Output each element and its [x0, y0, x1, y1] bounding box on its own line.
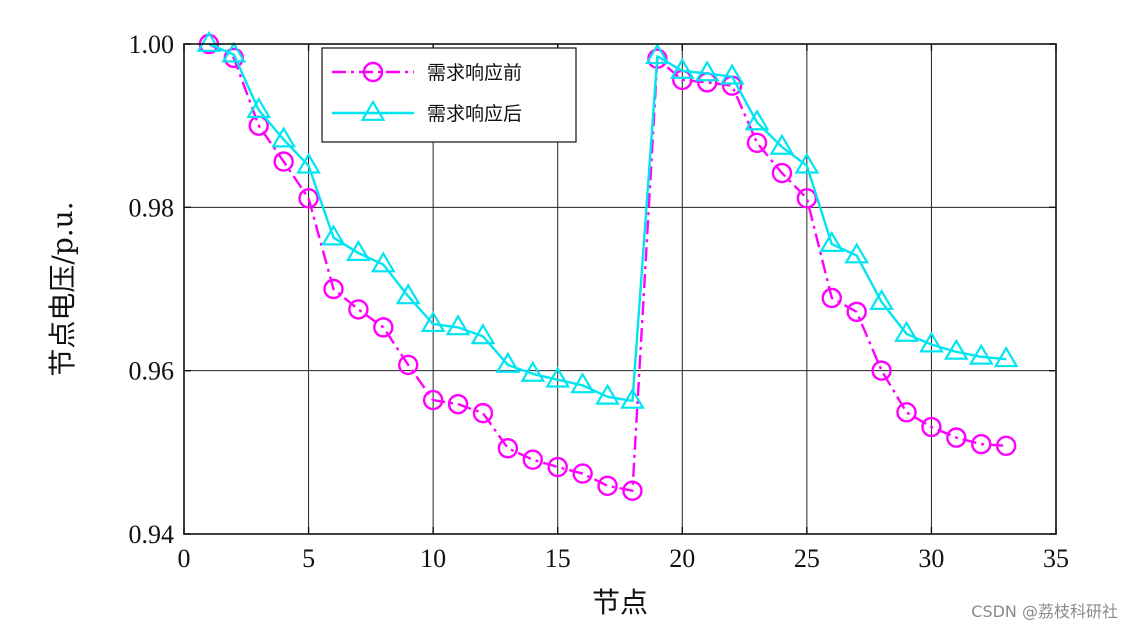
triangle-marker [844, 242, 870, 264]
legend-entries [332, 61, 414, 121]
legend-marker-before [362, 61, 384, 83]
triangle-marker [819, 230, 845, 253]
circle-marker [597, 475, 618, 497]
plot-frame [183, 43, 1057, 535]
circle-marker [547, 456, 568, 478]
triangle-marker [296, 152, 321, 174]
circle-marker [796, 188, 818, 209]
y-tick-label: 1.00 [129, 30, 175, 59]
triangle-marker [570, 372, 595, 394]
triangle-marker [669, 57, 695, 79]
legend-box [321, 47, 577, 143]
circle-marker [273, 151, 294, 172]
y-tick-label: 0.98 [129, 193, 175, 222]
x-tick-label: 35 [1043, 544, 1069, 573]
triangle-marker [495, 351, 521, 373]
x-tick-label: 10 [420, 544, 446, 573]
circle-marker [746, 132, 768, 154]
circle-marker [946, 427, 967, 448]
circle-marker [921, 416, 942, 438]
triangle-marker [445, 314, 471, 336]
circle-marker [323, 278, 344, 300]
circle-marker [995, 435, 1017, 456]
x-tick-label: 25 [794, 544, 820, 573]
circle-marker [622, 480, 643, 501]
triangle-marker [545, 366, 571, 388]
circle-marker [398, 354, 419, 376]
x-tick-label: 15 [545, 544, 571, 573]
triangle-marker [769, 133, 795, 155]
circle-marker [771, 162, 793, 184]
triangle-marker [370, 251, 396, 273]
circle-marker [447, 393, 469, 415]
triangle-marker [719, 63, 745, 85]
tick-labels: 0 5 10 15 20 25 30 35 0.94 0.96 0.98 1.00 [129, 30, 1070, 573]
circle-marker [821, 287, 842, 309]
triangle-marker [919, 331, 944, 353]
triangle-marker [869, 288, 894, 310]
circle-marker [971, 433, 992, 455]
circle-marker [348, 299, 369, 320]
series-before [198, 33, 1017, 501]
circle-marker [572, 463, 593, 484]
triangle-marker [470, 323, 496, 345]
triangle-marker [221, 41, 247, 63]
triangle-marker [645, 43, 670, 65]
watermark-text: CSDN @荔枝科研社 [971, 602, 1118, 621]
legend-label-after: 需求响应后 [427, 103, 522, 125]
triangle-marker [196, 30, 222, 52]
y-tick-label: 0.96 [129, 357, 175, 386]
circle-marker [846, 301, 867, 323]
triangle-marker [595, 383, 620, 405]
circle-marker [896, 402, 917, 423]
x-tick-label: 20 [669, 544, 695, 573]
triangle-marker [694, 60, 720, 82]
triangle-marker [993, 346, 1019, 368]
triangle-marker [968, 343, 994, 365]
triangle-marker [794, 152, 820, 174]
triangle-marker [520, 360, 546, 382]
legend: 需求响应前 需求响应后 [321, 47, 577, 143]
triangle-marker [744, 109, 770, 131]
legend-marker-after [360, 99, 386, 121]
triangle-marker [246, 96, 272, 119]
x-tick-label: 30 [918, 544, 944, 573]
triangle-marker [420, 310, 446, 333]
series-line [208, 42, 1007, 492]
triangle-marker [346, 239, 371, 261]
triangle-marker [943, 338, 969, 360]
circle-marker [298, 188, 319, 209]
triangle-marker [271, 126, 297, 148]
circle-marker [422, 389, 444, 411]
plot-area-background [184, 44, 1056, 534]
series-layer [196, 30, 1019, 501]
triangle-marker [620, 387, 645, 409]
circle-marker [871, 360, 892, 381]
y-tick-label: 0.94 [129, 520, 175, 549]
y-axis-title: 节点电压/p.u. [46, 201, 79, 376]
circle-marker [373, 317, 394, 338]
circle-marker [472, 402, 494, 424]
legend-label-before: 需求响应前 [427, 62, 522, 84]
triangle-marker [894, 320, 919, 342]
circle-marker [497, 438, 519, 459]
x-tick-label: 0 [178, 544, 191, 573]
triangle-marker [395, 283, 421, 305]
triangle-marker [321, 224, 346, 246]
circle-marker [522, 449, 543, 470]
x-axis-title: 节点 [592, 586, 648, 619]
x-tick-label: 5 [302, 544, 315, 573]
series-after [196, 30, 1019, 409]
